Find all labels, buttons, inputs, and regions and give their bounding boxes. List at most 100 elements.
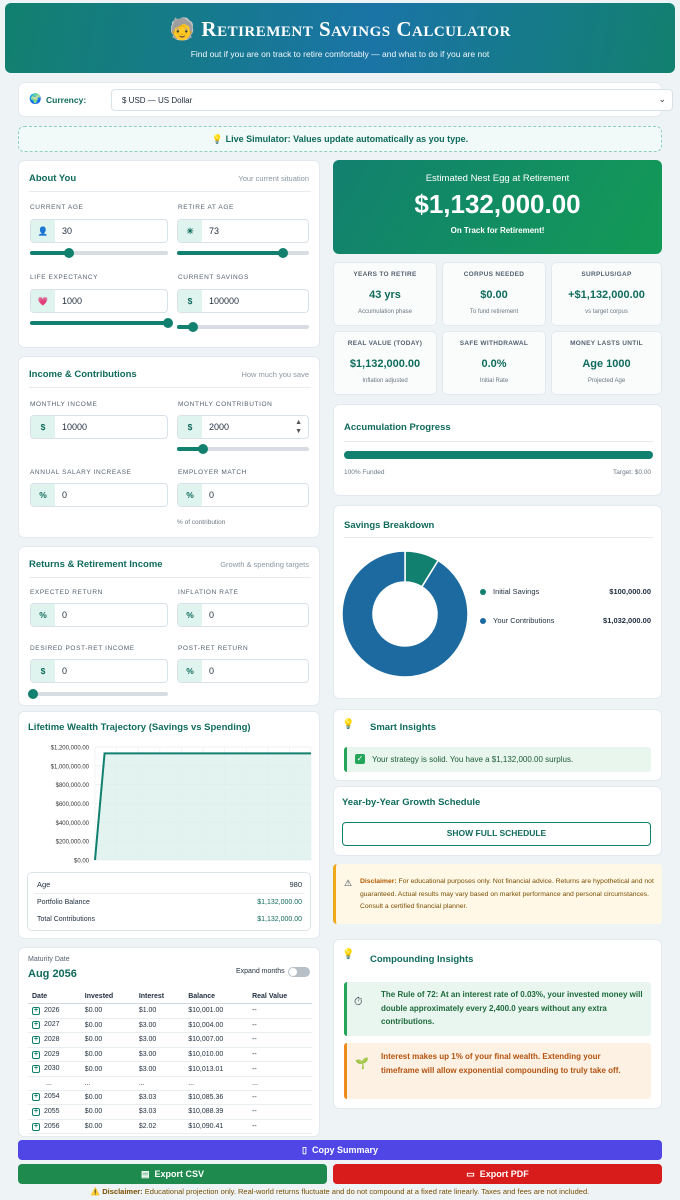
currency-select[interactable]: $ USD — US Dollar ⌄ <box>111 89 673 111</box>
legend-value: $100,000.00 <box>609 587 651 596</box>
disclaimer-box: ⚠ Disclaimer: For educational purposes o… <box>333 864 662 924</box>
retire-age-label: Retire at Age <box>178 204 234 211</box>
stat-card: CORPUS NEEDED $0.00 To fund retirement <box>442 262 546 326</box>
stepper-icon[interactable]: ▲ ▼ <box>295 419 302 435</box>
percent-icon: % <box>31 484 55 506</box>
section-title: Year-by-Year Growth Schedule <box>342 797 481 808</box>
post-return-input[interactable]: % 0 <box>177 659 309 683</box>
post-return-label: Post-Ret Return <box>178 645 249 652</box>
bulb-icon: 💡 <box>342 719 355 730</box>
section-title: Returns & Retirement Income <box>29 559 163 570</box>
expand-row-icon[interactable]: + <box>32 1122 40 1131</box>
slider-handle[interactable] <box>277 248 288 258</box>
expand-row-icon[interactable]: + <box>32 1093 40 1102</box>
table-row[interactable]: +2054 $0.00 $3.03 $10,085.36 -- <box>28 1090 312 1106</box>
progress-bar <box>344 451 653 459</box>
dollar-icon: $ <box>31 660 55 682</box>
section-title: About You <box>29 173 77 184</box>
post-income-input[interactable]: $0 <box>30 659 168 683</box>
table-row[interactable]: +2055 $0.00 $3.03 $10,088.39 -- <box>28 1104 312 1120</box>
monthly-contribution-slider[interactable] <box>177 444 309 454</box>
expand-row-icon[interactable]: + <box>32 1050 40 1059</box>
table-row[interactable]: +2056 $0.00 $2.02 $10,090.41 -- <box>28 1119 312 1135</box>
legend-dot <box>480 589 486 595</box>
current-savings-input[interactable]: $100000 <box>177 289 309 313</box>
section-title: Smart Insights <box>370 722 436 733</box>
section-title: Savings Breakdown <box>344 520 435 531</box>
currency-label: Currency: <box>46 95 87 105</box>
life-expectancy-label: Life Expectancy <box>30 274 99 281</box>
table-row[interactable]: +2027 $0.00 $3.00 $10,004.00 -- <box>28 1018 312 1034</box>
y-tick-label: $400,000.00 <box>56 821 90 827</box>
app-header: 🧓 Retirement Savings Calculator Find out… <box>5 3 675 73</box>
life-expectancy-input[interactable]: 💗 1000 <box>30 289 168 313</box>
slider-handle[interactable] <box>63 248 74 258</box>
table-row[interactable]: +2026 $0.00 $1.00 $10,001.00 -- <box>28 1003 312 1019</box>
current-savings-label: Current Savings <box>178 274 249 281</box>
employer-match-input[interactable]: % 0 <box>177 483 309 507</box>
slider-handle[interactable] <box>198 444 209 454</box>
slider-handle[interactable] <box>163 318 173 328</box>
inflation-input[interactable]: % 0 <box>177 603 309 627</box>
expected-return-input[interactable]: % 0 <box>30 603 168 627</box>
export-pdf-button[interactable]: ▭ Export PDF <box>333 1164 662 1184</box>
section-subtitle: Your current situation <box>238 174 309 183</box>
expand-months-toggle[interactable] <box>288 967 310 977</box>
percent-icon: % <box>178 660 202 682</box>
table-row: ............... <box>28 1076 312 1091</box>
maturity-date: Aug 2056 <box>28 968 77 980</box>
current-savings-slider[interactable] <box>177 322 309 332</box>
slider-handle[interactable] <box>187 322 198 332</box>
stat-card: MONEY LASTS UNTIL Age 1000 Projected Age <box>551 331 662 395</box>
table-row[interactable]: +2029 $0.00 $3.00 $10,010.00 -- <box>28 1047 312 1063</box>
current-age-input[interactable]: 👤 30 <box>30 219 168 243</box>
currency-bar: 🌍 Currency: $ USD — US Dollar ⌄ <box>18 82 673 117</box>
growth-table: Date Invested Interest Balance Real Value +2… <box>28 990 312 1135</box>
page-title: 🧓 Retirement Savings Calculator <box>169 17 511 41</box>
maturity-label: Maturity Date <box>28 956 70 963</box>
y-tick-label: $1,000,000.00 <box>51 764 90 770</box>
salary-increase-input[interactable]: % 0 <box>30 483 168 507</box>
export-csv-button[interactable]: ▤ Export CSV <box>18 1164 327 1184</box>
wealth-trajectory-card: Lifetime Wealth Trajectory (Savings vs S… <box>18 711 320 939</box>
returns-card: Returns & Retirement Income Growth & spe… <box>18 546 320 706</box>
table-row[interactable]: +2028 $0.00 $3.00 $10,007.00 -- <box>28 1032 312 1048</box>
sun-icon: ☀ <box>178 220 202 242</box>
expand-row-icon[interactable]: + <box>32 1035 40 1044</box>
progress-funded: 100% Funded <box>344 469 385 476</box>
monthly-income-input[interactable]: $10000 <box>30 415 168 439</box>
donut-slice <box>341 550 469 678</box>
current-age-label: Current Age <box>30 204 84 211</box>
post-income-slider[interactable] <box>28 689 168 699</box>
current-age-slider[interactable] <box>30 248 168 258</box>
expand-row-icon[interactable]: + <box>32 1065 40 1074</box>
copy-summary-button[interactable]: ▯ Copy Summary <box>18 1140 662 1160</box>
expand-months-label: Expand months <box>236 968 285 975</box>
slider-handle[interactable] <box>28 689 38 699</box>
bulb-icon: 💡 <box>211 134 224 144</box>
globe-icon: 🌍 <box>29 94 42 105</box>
expand-row-icon[interactable]: + <box>32 1021 40 1030</box>
employer-match-label: Employer Match <box>178 469 247 476</box>
section-subtitle: How much you save <box>241 370 309 379</box>
table-row[interactable]: +2030 $0.00 $3.00 $10,013.01 -- <box>28 1061 312 1077</box>
progress-target: Target: $0.00 <box>613 469 651 476</box>
wealth-line-chart: $0.00 $200,000.00 $400,000.00 $600,000.00 $8… <box>51 746 312 865</box>
nest-egg-title: Estimated Nest Egg at Retirement <box>425 173 570 184</box>
expand-row-icon[interactable]: + <box>32 1006 40 1015</box>
donut-chart <box>341 550 469 678</box>
show-schedule-button[interactable]: SHOW FULL SCHEDULE <box>342 822 651 846</box>
dollar-icon: $ <box>31 416 55 438</box>
monthly-contribution-input[interactable]: $2000 ▲ ▼ <box>177 415 309 439</box>
warning-icon: ⚠ <box>344 878 353 888</box>
dollar-icon: $ <box>178 290 202 312</box>
retire-age-slider[interactable] <box>177 248 309 258</box>
chevron-down-icon: ⌄ <box>658 94 666 104</box>
nest-egg-card: Estimated Nest Egg at Retirement $1,132,… <box>333 160 662 254</box>
accumulation-progress-card: Accumulation Progress 100% Funded Target… <box>333 404 662 496</box>
retire-age-input[interactable]: ☀ 73 <box>177 219 309 243</box>
expand-row-icon[interactable]: + <box>32 1107 40 1116</box>
person-icon: 👤 <box>31 220 55 242</box>
life-expectancy-slider[interactable] <box>30 318 173 328</box>
compounding-card: 💡 Compounding Insights ⏱ The Rule of 72:… <box>333 939 662 1109</box>
